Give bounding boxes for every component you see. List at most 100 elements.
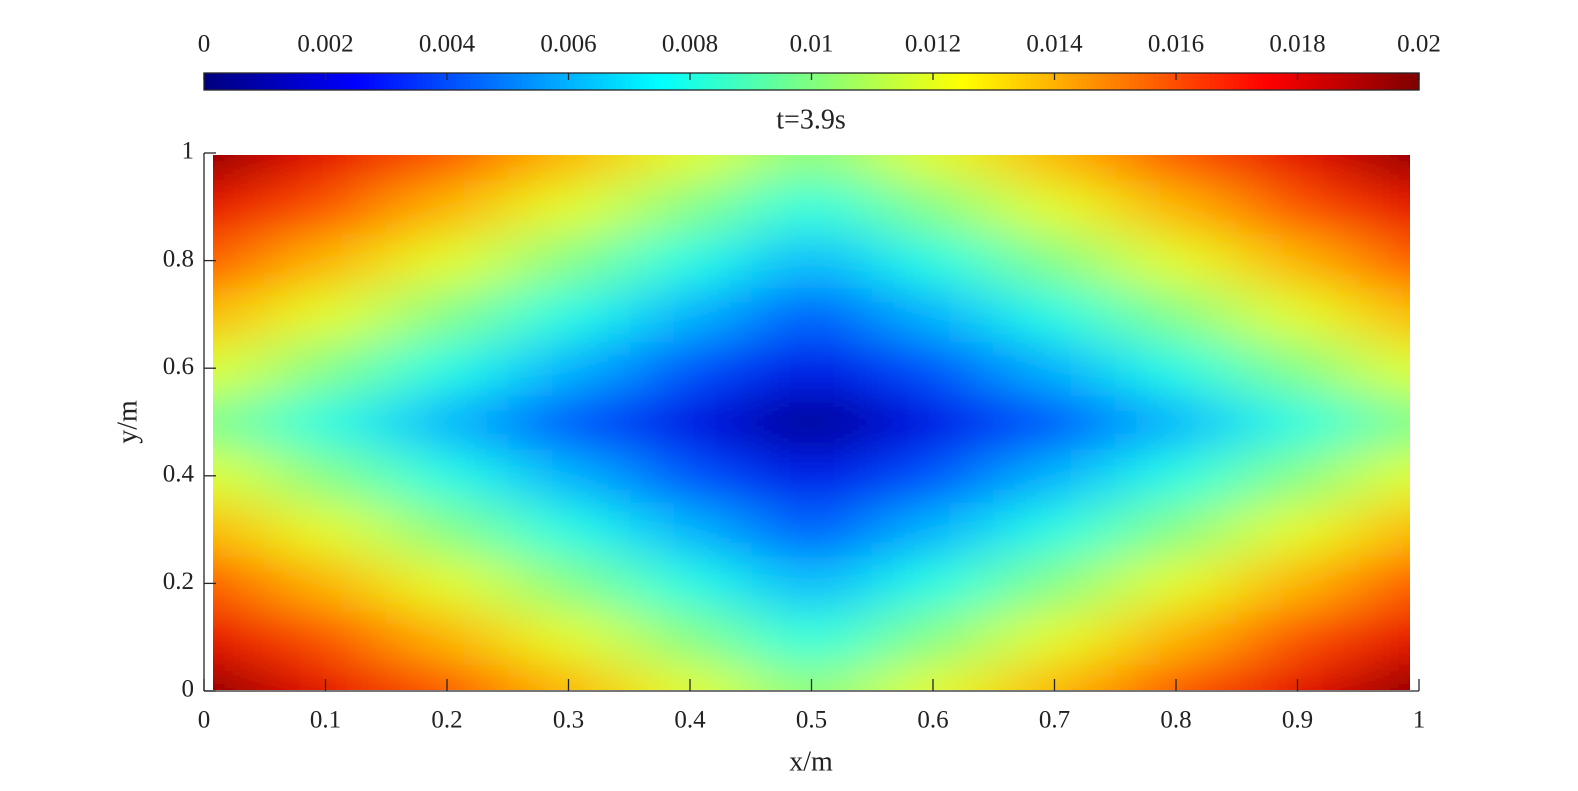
colorbar-swatch [1058, 73, 1064, 90]
x-tick-label: 0.9 [1282, 707, 1313, 734]
colorbar-swatch [431, 73, 438, 90]
colorbar-swatch [1129, 73, 1135, 90]
colorbar-swatch [270, 73, 276, 90]
heat-cell [1115, 287, 1238, 342]
colorbar-swatch [1233, 73, 1240, 90]
colorbar-swatch [868, 73, 874, 90]
heat-cell [993, 155, 1116, 181]
colorbar-swatch [1409, 73, 1415, 90]
colorbar-swatch [1290, 73, 1297, 90]
heat-cell [386, 502, 509, 557]
heat-cell [629, 179, 752, 235]
heat-cell [264, 448, 387, 504]
heat-cell [213, 610, 266, 665]
colorbar-swatch [260, 73, 267, 90]
x-tick-label: 1 [1413, 707, 1426, 734]
y-tick-label: 1 [182, 138, 195, 165]
colorbar-swatch [1029, 73, 1036, 90]
heat-cell [264, 287, 387, 342]
colorbar-swatch [1276, 73, 1282, 90]
colorbar-swatch [645, 73, 651, 90]
colorbar-swatch [403, 73, 409, 90]
heat-cell [872, 179, 995, 235]
heat-cell [386, 179, 509, 235]
colorbar-swatch [664, 73, 670, 90]
colorbar-swatch [275, 73, 281, 90]
heat-cell [1236, 395, 1359, 450]
heat-cell [213, 341, 266, 396]
heat-cell [629, 395, 752, 450]
heat-cell [629, 502, 752, 557]
heat-cell [264, 502, 387, 557]
x-tick-label: 0.1 [310, 707, 341, 734]
heat-cell [386, 610, 509, 665]
heat-cell [213, 179, 266, 235]
colorbar-swatch [1025, 73, 1031, 90]
colorbar-swatch [749, 73, 756, 90]
heat-cell [993, 395, 1116, 450]
heat-cell [1358, 233, 1410, 288]
colorbar-swatch [574, 73, 580, 90]
colorbar-swatch [1044, 73, 1050, 90]
colorbar-tick-label: 0.012 [905, 31, 961, 58]
colorbar-swatch [1338, 73, 1344, 90]
heat-cell [1236, 610, 1359, 665]
colorbar-swatch [650, 73, 656, 90]
heat-cell [213, 448, 266, 504]
colorbar-swatch [1257, 73, 1263, 90]
colorbar-swatch [673, 73, 680, 90]
colorbar-swatch [1319, 73, 1325, 90]
colorbar-swatch [1210, 73, 1216, 90]
colorbar-swatch [1153, 73, 1159, 90]
colorbar-swatch [450, 73, 457, 90]
colorbar-swatch [1110, 73, 1116, 90]
colorbar-swatch [887, 73, 893, 90]
heat-cell [264, 233, 387, 288]
colorbar-swatch [659, 73, 665, 90]
colorbar-tick-label: 0.008 [662, 31, 718, 58]
colorbar-tick-label: 0.018 [1269, 31, 1325, 58]
colorbar-swatch [1186, 73, 1192, 90]
heat-cell [1236, 341, 1359, 396]
colorbar-swatch [816, 73, 822, 90]
x-tick-label: 0.4 [674, 707, 706, 734]
colorbar-swatch [1286, 73, 1292, 90]
heat-cell [1236, 448, 1359, 504]
heat-cell [872, 341, 995, 396]
colorbar-swatch [1077, 73, 1083, 90]
heat-cell [264, 395, 387, 450]
colorbar-swatch [545, 73, 552, 90]
colorbar-swatch [218, 73, 224, 90]
colorbar-swatch [835, 73, 841, 90]
colorbar-swatch [507, 73, 514, 90]
heat-cell [872, 395, 995, 450]
colorbar-swatch [531, 73, 537, 90]
colorbar-swatch [991, 73, 998, 90]
heat-cell [629, 556, 752, 611]
colorbar-tick-label: 0.014 [1026, 31, 1083, 58]
heat-cell [213, 664, 266, 690]
colorbar-swatch [1020, 73, 1026, 90]
heat-cell [1358, 179, 1410, 235]
colorbar-swatch [578, 73, 585, 90]
heat-cell [872, 287, 995, 342]
colorbar-swatch [640, 73, 646, 90]
colorbar-swatch [678, 73, 684, 90]
colorbar-swatch [298, 73, 305, 90]
colorbar-swatch [697, 73, 703, 90]
colorbar-swatch [1295, 73, 1301, 90]
colorbar-swatch [911, 73, 917, 90]
colorbar-swatch [474, 73, 480, 90]
heat-cell [507, 610, 630, 665]
colorbar-swatch [711, 73, 718, 90]
colorbar-swatch [417, 73, 423, 90]
colorbar-swatch [925, 73, 931, 90]
heat-cell [993, 233, 1116, 288]
colorbar-tick-label: 0.016 [1148, 31, 1204, 58]
colorbar-swatch [327, 73, 333, 90]
heat-cell [264, 556, 387, 611]
heat-cell [629, 341, 752, 396]
heat-cell [507, 341, 630, 396]
colorbar-tick-label: 0.02 [1397, 31, 1441, 58]
heat-cell [1115, 179, 1238, 235]
